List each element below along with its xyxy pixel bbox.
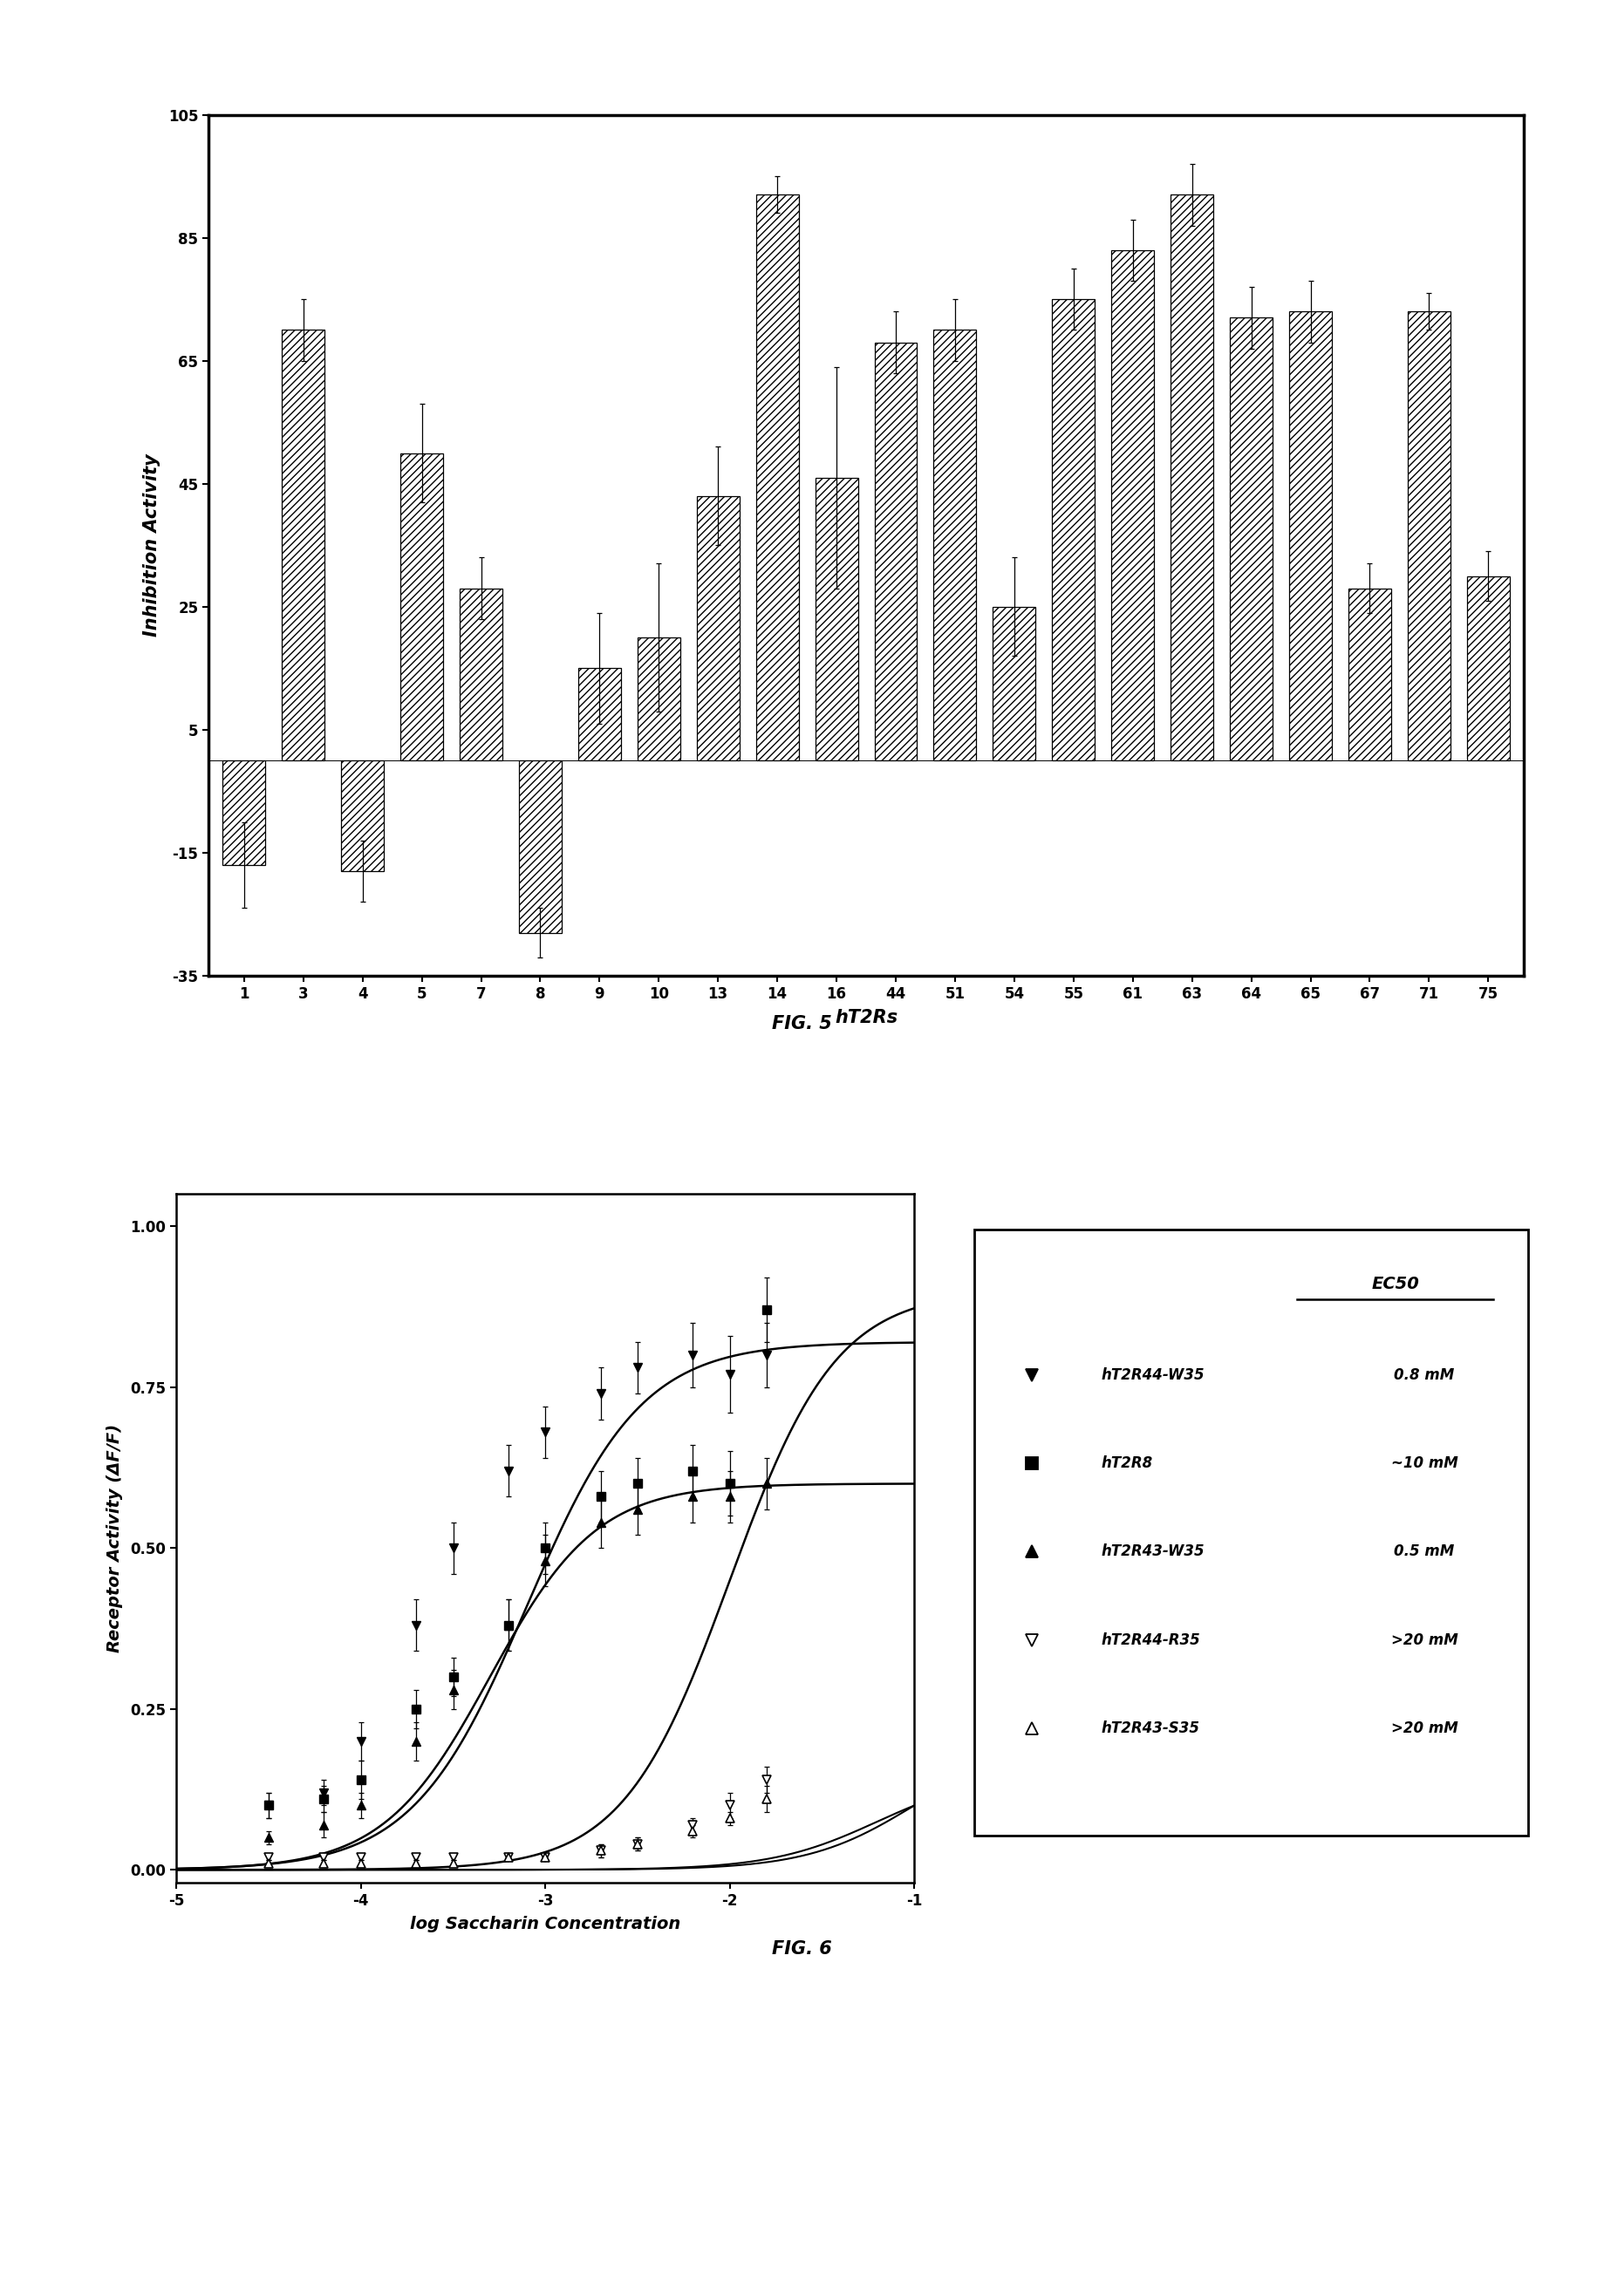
Text: >20 mM: >20 mM [1391, 1720, 1458, 1736]
Bar [282, 331, 324, 760]
Bar [755, 195, 799, 760]
X-axis label: log Saccharin Concentration: log Saccharin Concentration [411, 1915, 680, 1933]
Bar [874, 342, 917, 760]
Bar [637, 638, 680, 760]
Bar [696, 496, 739, 760]
Text: hT2R43-S35: hT2R43-S35 [1100, 1720, 1200, 1736]
Bar [1112, 250, 1155, 760]
Bar [1052, 298, 1096, 760]
Bar [460, 588, 502, 760]
Bar [1349, 588, 1391, 760]
Y-axis label: Inhibition Activity: Inhibition Activity [143, 455, 160, 636]
Bar [1290, 312, 1331, 760]
Bar [993, 606, 1036, 760]
Bar [1408, 312, 1450, 760]
X-axis label: hT2Rs: hT2Rs [834, 1008, 898, 1026]
Bar [1468, 576, 1509, 760]
Bar [815, 478, 858, 760]
Bar [934, 331, 977, 760]
Text: hT2R44-R35: hT2R44-R35 [1100, 1632, 1200, 1649]
Bar [520, 760, 561, 932]
Bar [342, 760, 383, 870]
Bar [401, 452, 443, 760]
Text: 0.5 mM: 0.5 mM [1394, 1543, 1455, 1559]
Text: hT2R8: hT2R8 [1100, 1456, 1153, 1472]
Y-axis label: Receptor Activity (ΔF/F): Receptor Activity (ΔF/F) [106, 1424, 124, 1653]
Bar [1230, 317, 1272, 760]
Bar [223, 760, 265, 866]
Text: 0.8 mM: 0.8 mM [1394, 1366, 1455, 1382]
Text: >20 mM: >20 mM [1391, 1632, 1458, 1649]
Text: ~10 mM: ~10 mM [1391, 1456, 1458, 1472]
Bar [1171, 195, 1213, 760]
Text: hT2R44-W35: hT2R44-W35 [1100, 1366, 1205, 1382]
Text: FIG. 5: FIG. 5 [772, 1015, 832, 1033]
Bar [577, 668, 621, 760]
Text: hT2R43-W35: hT2R43-W35 [1100, 1543, 1205, 1559]
Text: EC50: EC50 [1371, 1277, 1420, 1293]
Text: FIG. 6: FIG. 6 [772, 1940, 832, 1958]
